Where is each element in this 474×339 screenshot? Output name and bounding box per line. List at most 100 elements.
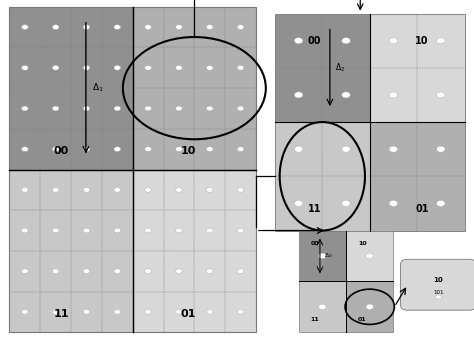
Circle shape (52, 106, 59, 111)
Circle shape (294, 38, 303, 44)
Circle shape (389, 38, 398, 44)
Bar (9, 170, 133, 332)
Circle shape (175, 25, 182, 29)
Circle shape (52, 65, 59, 70)
Circle shape (175, 228, 182, 233)
Circle shape (22, 187, 28, 192)
Text: 10: 10 (181, 146, 196, 157)
Text: 00: 00 (310, 241, 319, 246)
Circle shape (145, 106, 152, 111)
Circle shape (319, 253, 326, 259)
Circle shape (366, 304, 374, 310)
Text: 01: 01 (415, 204, 428, 214)
Circle shape (366, 253, 374, 259)
Circle shape (437, 92, 445, 98)
Circle shape (145, 187, 152, 192)
Bar (370, 122, 465, 231)
Circle shape (145, 25, 152, 29)
Circle shape (206, 147, 213, 152)
Circle shape (206, 25, 213, 29)
Circle shape (83, 228, 90, 233)
Circle shape (319, 304, 326, 310)
Circle shape (22, 25, 28, 29)
Circle shape (83, 269, 90, 274)
Circle shape (237, 106, 244, 111)
Text: 00: 00 (308, 36, 321, 46)
Circle shape (342, 38, 350, 44)
Circle shape (114, 106, 120, 111)
Circle shape (206, 65, 213, 70)
Text: 10: 10 (358, 241, 366, 246)
Circle shape (114, 228, 120, 233)
Circle shape (437, 146, 445, 152)
Circle shape (175, 65, 182, 70)
Circle shape (206, 310, 213, 314)
Circle shape (145, 310, 152, 314)
Circle shape (83, 25, 90, 29)
Circle shape (389, 92, 398, 98)
Circle shape (437, 38, 445, 44)
Circle shape (237, 269, 244, 274)
Bar (275, 14, 370, 122)
Circle shape (114, 269, 120, 274)
Circle shape (342, 146, 350, 152)
Circle shape (114, 147, 120, 152)
Text: 01: 01 (358, 317, 366, 322)
Circle shape (237, 25, 244, 29)
Circle shape (294, 146, 303, 152)
Circle shape (237, 310, 244, 314)
Circle shape (83, 106, 90, 111)
Bar (275, 122, 370, 231)
Circle shape (83, 147, 90, 152)
Circle shape (175, 187, 182, 192)
Circle shape (83, 65, 90, 70)
Circle shape (22, 147, 28, 152)
Bar (370, 14, 465, 122)
Circle shape (294, 92, 303, 98)
Circle shape (206, 106, 213, 111)
Circle shape (52, 310, 59, 314)
Text: 11: 11 (308, 204, 321, 214)
Bar (346, 231, 393, 281)
Text: 11: 11 (310, 317, 319, 322)
Circle shape (206, 228, 213, 233)
Circle shape (237, 65, 244, 70)
Circle shape (83, 187, 90, 192)
Circle shape (389, 200, 398, 206)
Circle shape (206, 269, 213, 274)
Circle shape (22, 269, 28, 274)
Circle shape (436, 295, 441, 299)
Circle shape (52, 269, 59, 274)
Circle shape (22, 65, 28, 70)
Circle shape (237, 147, 244, 152)
Circle shape (145, 228, 152, 233)
Circle shape (342, 200, 350, 206)
Circle shape (294, 200, 303, 206)
Bar (133, 7, 256, 170)
Text: 10: 10 (415, 36, 428, 46)
Text: $\Delta_2$: $\Delta_2$ (335, 62, 345, 74)
Text: $\Delta_1$: $\Delta_1$ (91, 82, 103, 94)
Text: 11: 11 (54, 309, 69, 319)
Circle shape (237, 187, 244, 192)
Circle shape (52, 25, 59, 29)
Circle shape (175, 269, 182, 274)
Circle shape (52, 228, 59, 233)
Circle shape (175, 106, 182, 111)
Bar (299, 231, 346, 281)
Circle shape (52, 147, 59, 152)
Text: $\Delta_3$: $\Delta_3$ (324, 252, 332, 260)
Circle shape (52, 187, 59, 192)
Bar (346, 281, 393, 332)
Bar (299, 281, 346, 332)
Circle shape (175, 310, 182, 314)
Text: 00: 00 (54, 146, 69, 157)
FancyBboxPatch shape (401, 259, 474, 310)
Circle shape (437, 200, 445, 206)
Circle shape (389, 146, 398, 152)
Bar (9, 7, 133, 170)
Circle shape (22, 310, 28, 314)
Circle shape (83, 310, 90, 314)
Text: 01: 01 (181, 309, 196, 319)
Circle shape (22, 228, 28, 233)
